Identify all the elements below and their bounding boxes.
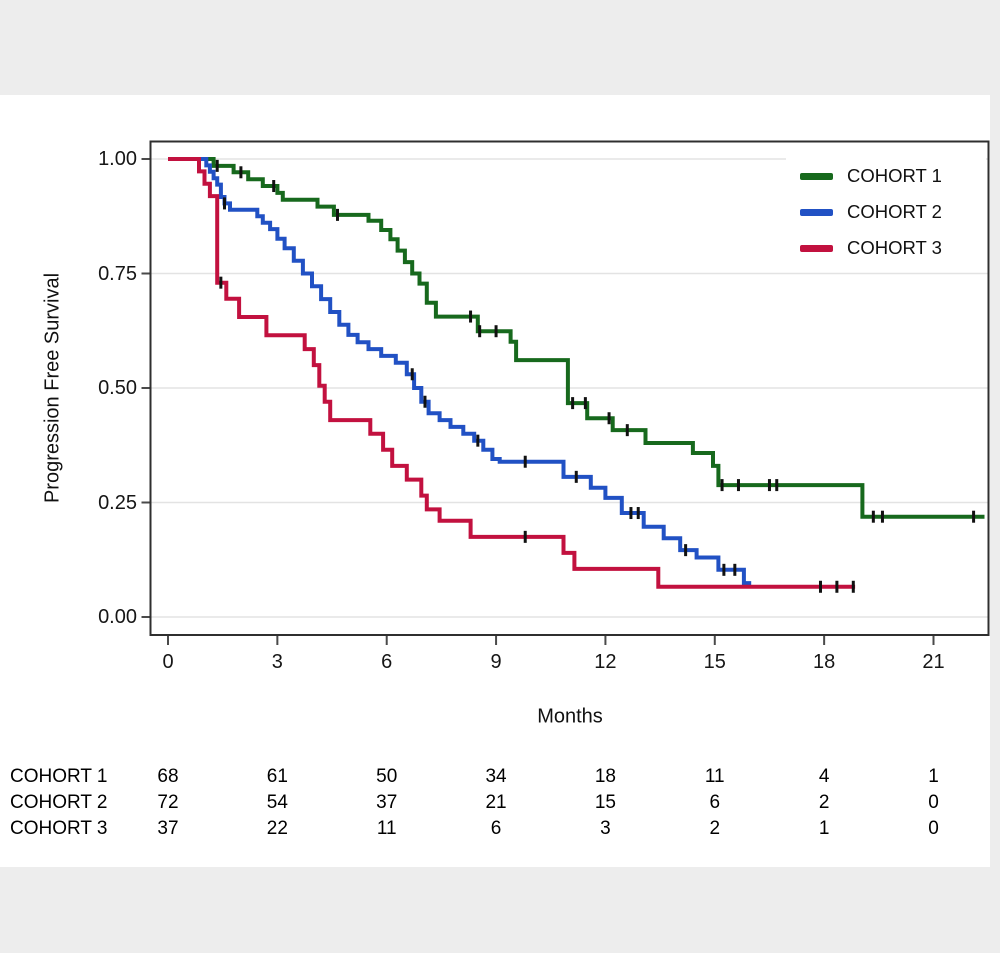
legend-swatch-3: [800, 244, 833, 252]
censor-tick: [423, 395, 427, 408]
x-tick-label: 9: [490, 651, 502, 673]
legend-label: COHORT 2: [847, 201, 942, 222]
censor-tick: [835, 580, 839, 593]
y-tick-label: 0.00: [98, 606, 137, 628]
censor-tick: [818, 580, 822, 593]
y-tick-label: 0.75: [98, 262, 137, 285]
x-tick-label: 18: [813, 651, 836, 673]
km-curve-cohort-3: [168, 157, 856, 589]
legend-item: COHORT 2: [786, 194, 986, 230]
censor-tick: [476, 434, 480, 447]
censor-tick: [629, 507, 633, 520]
x-tick-label: 15: [703, 651, 726, 673]
censor-tick: [636, 507, 640, 520]
censor-tick: [272, 180, 276, 193]
censor-tick: [410, 368, 414, 381]
censor-tick: [478, 325, 482, 338]
censor-tick: [583, 397, 587, 410]
censor-tick: [574, 470, 578, 483]
censor-tick: [851, 580, 855, 593]
censor-tick: [720, 479, 724, 492]
censor-tick: [469, 310, 473, 323]
plot-border: [149, 140, 990, 636]
y-axis-title: Progression Free Survival: [41, 272, 64, 504]
x-tick-label: 0: [162, 651, 174, 673]
legend-label: COHORT 3: [847, 237, 942, 258]
censor-tick: [523, 455, 527, 468]
censor-tick: [767, 479, 771, 492]
censor-tick: [219, 276, 223, 289]
censor-tick: [736, 479, 740, 492]
censor-tick: [733, 563, 737, 576]
censor-tick: [775, 479, 779, 492]
y-tick-label: 0.25: [98, 491, 137, 514]
censor-tick: [684, 544, 688, 557]
censor-tick: [223, 197, 227, 210]
legend-swatch-2: [800, 208, 833, 216]
censor-tick: [239, 166, 243, 179]
x-tick-label: 3: [271, 651, 283, 673]
x-axis-title: Months: [537, 705, 603, 728]
censor-tick: [972, 510, 976, 523]
km-curve-cohort-2: [168, 157, 752, 586]
x-tick-label: 6: [381, 651, 393, 673]
censor-tick: [494, 325, 498, 338]
y-tick-label: 1.00: [98, 148, 137, 170]
legend-item: COHORT 3: [786, 230, 986, 266]
legend: COHORT 1 COHORT 2 COHORT 3: [786, 151, 986, 266]
censor-tick: [880, 510, 884, 523]
censor-tick: [215, 159, 219, 172]
censor-tick: [571, 397, 575, 410]
censor-tick: [523, 530, 527, 543]
censor-tick: [722, 563, 726, 576]
x-tick-label: 12: [594, 651, 617, 673]
x-tick-label: 21: [922, 651, 945, 673]
censor-tick: [607, 412, 611, 425]
y-tick-label: 0.50: [98, 377, 137, 399]
censor-tick: [336, 208, 340, 221]
censor-tick: [625, 424, 629, 437]
censor-tick: [871, 510, 875, 523]
km-curve-cohort-1: [168, 157, 985, 519]
legend-item: COHORT 1: [786, 158, 986, 194]
legend-swatch-1: [800, 172, 833, 180]
legend-label: COHORT 1: [847, 165, 942, 186]
